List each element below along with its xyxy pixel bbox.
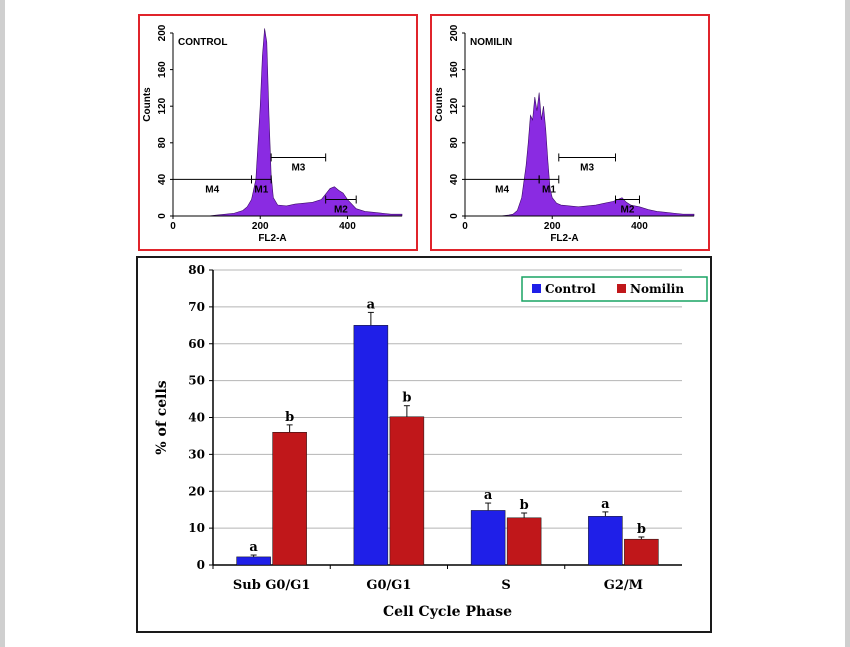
significance-label: a — [249, 540, 258, 555]
y-tick-label: 20 — [188, 484, 205, 498]
sample-label: CONTROL — [178, 37, 227, 48]
category-label: G2/M — [604, 578, 643, 593]
significance-label: b — [637, 522, 646, 537]
legend-box — [521, 276, 708, 302]
legend-swatch-control — [532, 284, 541, 293]
x-axis-title: FL2-A — [258, 233, 286, 244]
control-histogram-panel: 0 40 80 120 160 200 0 200 400 FL2-A Counts CONTROL M… — [138, 14, 418, 251]
histogram-area — [465, 92, 695, 217]
x-axis-title: Cell Cycle Phase — [383, 604, 512, 620]
y-tick-label: 0 — [157, 213, 168, 219]
bar-nomilin — [389, 416, 425, 566]
legend-label-nomilin: Nomilin — [630, 282, 684, 296]
y-tick-label: 70 — [188, 300, 205, 314]
gate-m3-label: M3 — [580, 162, 594, 173]
y-tick-label: 200 — [449, 24, 460, 41]
gate-m4-label: M4 — [495, 184, 509, 195]
gate-m3-label: M3 — [291, 162, 305, 173]
category-label: S — [501, 578, 510, 593]
significance-label: b — [402, 391, 411, 406]
y-tick-label: 50 — [188, 374, 205, 388]
cell-cycle-bar-chart: 0 10 20 30 40 50 60 70 80 Sub G0/G1 a b G0/G1 a b Sa b G2… — [154, 263, 708, 620]
y-tick-label: 30 — [188, 447, 205, 461]
nomilin-histogram: 0 40 80 120 160 200 0 200 400 FL2-A Counts NOMILIN M… — [434, 24, 695, 244]
gate-m1-label: M1 — [254, 184, 268, 195]
nomilin-histogram-panel: 0 40 80 120 160 200 0 200 400 FL2-A Counts NOMILIN M… — [430, 14, 710, 251]
x-tick-label: 400 — [631, 221, 648, 232]
y-tick-label: 160 — [449, 61, 460, 78]
significance-label: a — [601, 497, 610, 512]
x-tick-label: 400 — [339, 221, 356, 232]
y-tick-label: 0 — [449, 213, 460, 219]
significance-label: b — [285, 410, 294, 425]
y-tick-label: 60 — [188, 337, 205, 351]
bar-nomilin — [624, 538, 659, 566]
y-tick-label: 0 — [197, 558, 205, 572]
bar-control — [470, 510, 506, 566]
y-tick-label: 10 — [188, 521, 205, 535]
x-tick-label: 0 — [462, 221, 468, 232]
x-tick-label: 200 — [252, 221, 269, 232]
y-tick-label: 80 — [449, 137, 460, 149]
left-frame-border — [0, 0, 5, 647]
y-axis-title: Counts — [142, 87, 153, 122]
y-tick-label: 40 — [449, 173, 460, 185]
bar-nomilin — [506, 517, 542, 566]
x-tick-label: 0 — [170, 221, 176, 232]
y-axis-title: % of cells — [154, 380, 170, 454]
significance-label: b — [520, 498, 529, 513]
y-tick-label: 120 — [449, 97, 460, 114]
control-histogram: 0 40 80 120 160 200 0 200 400 FL2-A Counts CONTROL M… — [142, 24, 403, 244]
category-label: Sub G0/G1 — [233, 578, 311, 593]
category-label: G0/G1 — [366, 578, 411, 593]
significance-label: a — [484, 488, 493, 503]
y-tick-label: 200 — [157, 24, 168, 41]
x-axis-title: FL2-A — [550, 233, 578, 244]
bar-control — [588, 516, 623, 566]
legend-swatch-nomilin — [617, 284, 626, 293]
right-frame-border — [845, 0, 850, 647]
legend-label-control: Control — [545, 282, 596, 296]
y-axis-title: Counts — [434, 87, 445, 122]
bar-control — [236, 556, 271, 566]
y-tick-label: 120 — [157, 97, 168, 114]
significance-label: a — [367, 297, 376, 312]
x-tick-label: 200 — [544, 221, 561, 232]
bar-control — [353, 325, 389, 566]
gate-m1-label: M1 — [542, 184, 556, 195]
gate-m4-label: M4 — [205, 184, 219, 195]
y-tick-label: 40 — [157, 173, 168, 185]
gate-m2-label: M2 — [621, 205, 635, 216]
y-tick-label: 80 — [188, 263, 205, 277]
histogram-area — [173, 28, 403, 217]
gate-m2-label: M2 — [334, 205, 348, 216]
y-tick-label: 160 — [157, 61, 168, 78]
sample-label: NOMILIN — [470, 37, 512, 48]
y-tick-label: 80 — [157, 137, 168, 149]
bar-nomilin — [272, 432, 307, 566]
y-tick-label: 40 — [188, 411, 205, 425]
